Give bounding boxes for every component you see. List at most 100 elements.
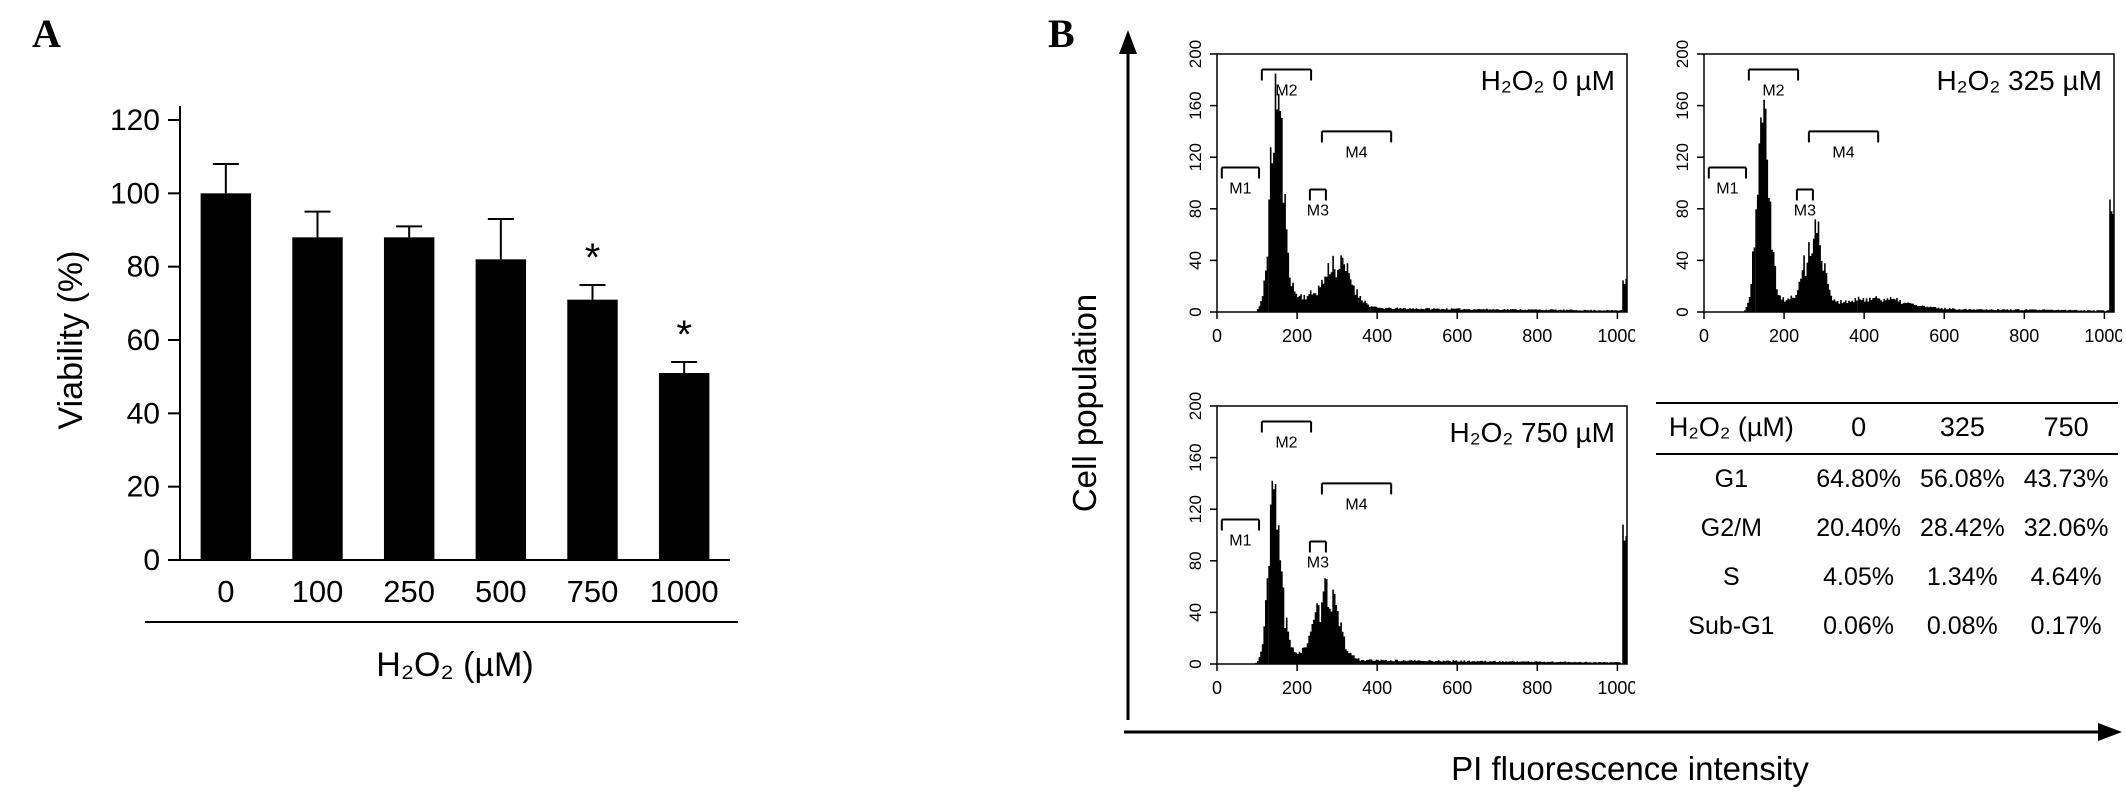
- svg-text:0: 0: [143, 544, 160, 577]
- cycle-phase-value: 32.06%: [2023, 514, 2109, 542]
- svg-text:H₂O₂ 750 µM: H₂O₂ 750 µM: [1450, 417, 1615, 448]
- cycle-table-header-row: H₂O₂ (µM) 0 325 750: [1656, 403, 2118, 455]
- svg-text:Viability (%): Viability (%): [52, 251, 90, 430]
- cycle-phase-value: 4.05%: [1823, 563, 1895, 591]
- svg-text:800: 800: [1522, 678, 1552, 698]
- svg-text:0: 0: [217, 574, 234, 609]
- svg-text:1000: 1000: [1597, 326, 1635, 346]
- svg-text:400: 400: [1849, 326, 1879, 346]
- svg-text:*: *: [676, 313, 692, 357]
- svg-text:H₂O₂ 0 µM: H₂O₂ 0 µM: [1481, 65, 1615, 96]
- svg-text:1000: 1000: [650, 574, 719, 609]
- histogram-h2o2-325: 0 200 400 600 800 1000 0 40 80 120 160 200 M1 M2 M3 M4 H…: [1673, 40, 2122, 346]
- svg-text:80: 80: [1186, 199, 1205, 218]
- svg-text:120: 120: [1186, 495, 1205, 523]
- svg-text:120: 120: [110, 104, 160, 137]
- cycle-phase-value: 43.73%: [2023, 465, 2109, 493]
- svg-text:M3: M3: [1794, 202, 1816, 219]
- x-axis-arrow: [1124, 723, 2122, 741]
- cycle-table-header-cell: 750: [2014, 403, 2118, 455]
- svg-text:80: 80: [1673, 199, 1692, 218]
- svg-text:500: 500: [475, 574, 527, 609]
- svg-text:200: 200: [1186, 392, 1205, 420]
- cycle-table-row: Sub-G1 0.06% 0.08% 0.17%: [1656, 602, 2118, 651]
- svg-text:0: 0: [1186, 659, 1205, 668]
- cycle-phase-value: 1.34%: [1926, 563, 1998, 591]
- svg-text:0: 0: [1699, 326, 1709, 346]
- cycle-phase-value: 56.08%: [1919, 465, 2005, 493]
- cycle-phase-value: 20.40%: [1816, 514, 1901, 542]
- svg-text:120: 120: [1673, 143, 1692, 171]
- svg-text:800: 800: [1522, 326, 1552, 346]
- svg-text:40: 40: [127, 397, 160, 430]
- svg-text:40: 40: [1186, 603, 1205, 622]
- svg-text:40: 40: [1673, 251, 1692, 270]
- svg-text:1000: 1000: [2084, 326, 2122, 346]
- cycle-table-row: S 4.05% 1.34% 4.64%: [1656, 553, 2118, 602]
- svg-text:M1: M1: [1229, 533, 1251, 550]
- y-axis-arrow: [1119, 30, 1137, 720]
- svg-text:0: 0: [1186, 307, 1205, 316]
- histogram-h2o2-0: 0 200 400 600 800 1000 0 40 80 120 160 200 M1 M2 M3 M4 H…: [1186, 40, 1635, 346]
- cycle-phase-value: 0.17%: [2030, 612, 2102, 640]
- svg-text:100: 100: [110, 177, 160, 210]
- panel-a-label: A: [32, 11, 61, 56]
- histogram-content: 0 200 400 600 800 1000 0 40 80 120 160 200 M1 M2 M3 M4 H…: [1673, 40, 2122, 346]
- cycle-phase-value: 0.08%: [1926, 612, 1998, 640]
- svg-text:M2: M2: [1762, 82, 1784, 99]
- cycle-table-header-cell: 0: [1806, 403, 1911, 455]
- svg-text:M3: M3: [1307, 202, 1329, 219]
- svg-text:0: 0: [1212, 326, 1222, 346]
- histogram-h2o2-750: 0 200 400 600 800 1000 0 40 80 120 160 200 M1 M2 M3 M4 H…: [1186, 392, 1635, 698]
- svg-text:100: 100: [292, 574, 344, 609]
- svg-text:M1: M1: [1716, 181, 1738, 198]
- svg-text:200: 200: [1186, 40, 1205, 68]
- svg-text:600: 600: [1442, 678, 1472, 698]
- svg-text:M3: M3: [1307, 554, 1329, 571]
- svg-text:160: 160: [1673, 91, 1692, 119]
- svg-text:800: 800: [2009, 326, 2039, 346]
- svg-text:250: 250: [383, 574, 435, 609]
- svg-text:*: *: [585, 236, 601, 280]
- svg-text:M4: M4: [1345, 144, 1367, 161]
- cycle-table-row: G2/M 20.40% 28.42% 32.06%: [1656, 504, 2118, 553]
- cycle-phase-value: 28.42%: [1919, 514, 2005, 542]
- cycle-phase-value: 0.06%: [1823, 612, 1895, 640]
- cell-cycle-table: H₂O₂ (µM) 0 325 750 G1 64.80% 56.08% 43.73% G2/M…: [1656, 402, 2118, 651]
- viability-bar-chart: 0 20 40 60 80 100 120 Viability (%) 0 100 250 500 * 7…: [52, 104, 738, 684]
- svg-text:600: 600: [1442, 326, 1472, 346]
- cycle-phase-value: 64.80%: [1816, 465, 1901, 493]
- svg-text:M2: M2: [1275, 82, 1297, 99]
- svg-text:1000: 1000: [1597, 678, 1635, 698]
- svg-text:200: 200: [1769, 326, 1799, 346]
- svg-text:H₂O₂ 325 µM: H₂O₂ 325 µM: [1937, 65, 2102, 96]
- cell-population-axis-label: Cell population: [1066, 293, 1103, 513]
- svg-text:200: 200: [1282, 326, 1312, 346]
- svg-text:200: 200: [1673, 40, 1692, 68]
- histogram-content: 0 200 400 600 800 1000 0 40 80 120 160 200 M1 M2 M3 M4 H…: [1186, 40, 1635, 346]
- svg-text:160: 160: [1186, 443, 1205, 471]
- svg-text:H₂O₂ (µM): H₂O₂ (µM): [376, 646, 533, 684]
- cycle-table-header-cell: H₂O₂ (µM): [1656, 403, 1807, 455]
- svg-text:M4: M4: [1832, 144, 1854, 161]
- svg-text:M2: M2: [1275, 434, 1297, 451]
- svg-text:750: 750: [567, 574, 619, 609]
- cycle-phase-label: Sub-G1: [1688, 612, 1775, 640]
- svg-text:40: 40: [1186, 251, 1205, 270]
- svg-text:600: 600: [1929, 326, 1959, 346]
- pi-fluorescence-axis-label: PI fluorescence intensity: [1451, 750, 1809, 787]
- svg-text:0: 0: [1673, 307, 1692, 316]
- svg-text:80: 80: [1186, 551, 1205, 570]
- cycle-phase-label: S: [1723, 563, 1740, 591]
- svg-text:20: 20: [127, 471, 160, 504]
- svg-text:400: 400: [1362, 326, 1392, 346]
- cycle-table-row: G1 64.80% 56.08% 43.73%: [1656, 454, 2118, 504]
- svg-text:400: 400: [1362, 678, 1392, 698]
- svg-text:0: 0: [1212, 678, 1222, 698]
- bar-chart-content: 0 20 40 60 80 100 120 Viability (%) 0 100 250 500 * 7…: [52, 104, 738, 684]
- panel-b-label: B: [1048, 11, 1075, 56]
- svg-text:120: 120: [1186, 143, 1205, 171]
- svg-text:M4: M4: [1345, 496, 1367, 513]
- cycle-phase-label: G1: [1714, 465, 1749, 493]
